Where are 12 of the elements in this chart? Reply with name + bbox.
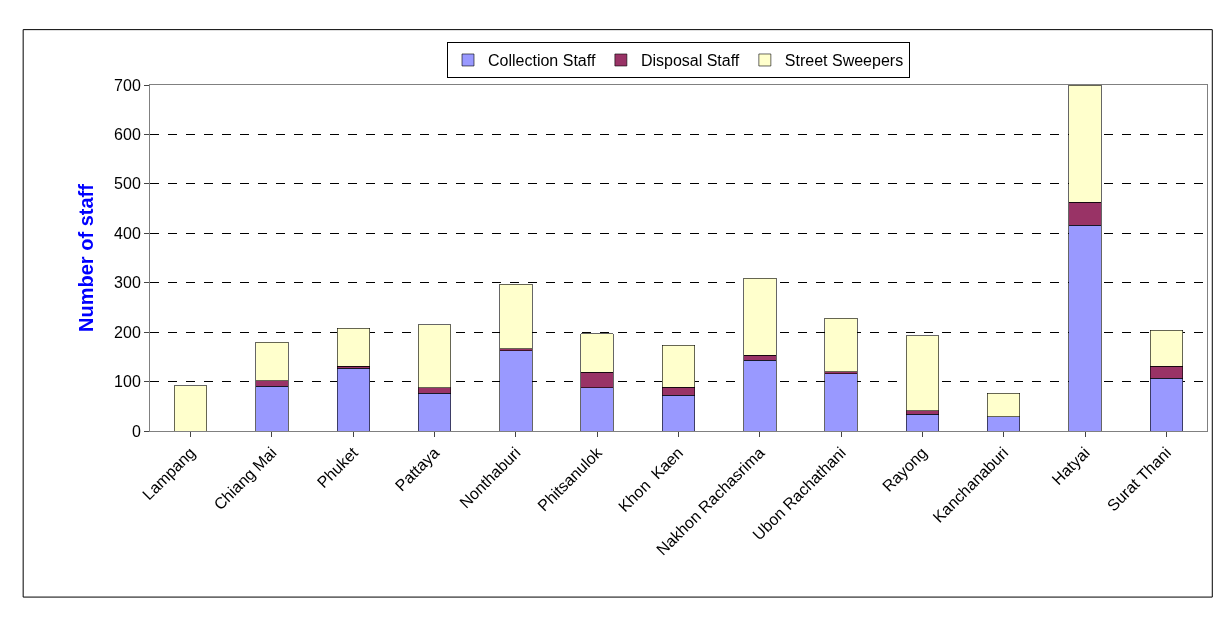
legend-label: Collection Staff: [488, 52, 596, 70]
y-tick-label: 100: [114, 373, 141, 391]
legend-label: Street Sweepers: [784, 52, 904, 70]
y-tick-label: 500: [114, 175, 141, 193]
legend-label: Disposal Staff: [640, 52, 740, 70]
y-tick-label: 300: [114, 274, 141, 292]
y-tick-label: 600: [114, 126, 141, 144]
y-tick-label: 700: [114, 76, 141, 94]
y-tick-label: 0: [131, 422, 141, 440]
y-tick-label: 400: [114, 224, 141, 242]
y-tick-label: 200: [114, 323, 141, 341]
y-axis-title: Number of staff: [74, 183, 97, 332]
